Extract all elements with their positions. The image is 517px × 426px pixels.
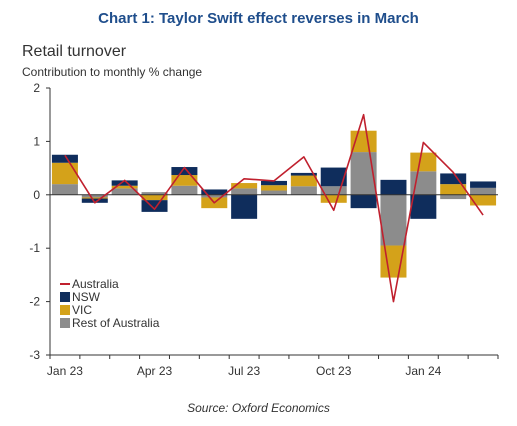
chart-subtitle: Retail turnover [22, 43, 127, 60]
legend-label: NSW [72, 290, 101, 304]
chart-source: Source: Oxford Economics [187, 401, 330, 415]
bar-segment-nsw [231, 194, 258, 219]
bar-segment-vic [440, 184, 467, 195]
legend-swatch-box [60, 292, 70, 302]
series-line-australia [64, 113, 484, 303]
bar-segment-rest-of-australia [380, 194, 407, 246]
bar-segment-vic [111, 185, 138, 189]
bar-segment-nsw [320, 167, 347, 187]
bar-segment-rest-of-australia [171, 185, 198, 195]
legend-label: Rest of Australia [72, 316, 160, 330]
bar-segment-rest-of-australia [470, 187, 497, 195]
bar-segment-nsw [440, 173, 467, 185]
bar-segment-vic [231, 183, 258, 189]
bar-segment-nsw [290, 172, 317, 176]
x-tick-label: Jul 23 [228, 364, 260, 378]
bar-segment-nsw [51, 154, 78, 163]
bar-segment-vic [470, 194, 497, 206]
x-tick-label: Jan 24 [405, 364, 441, 378]
x-tick-label: Apr 23 [137, 364, 173, 378]
bar-segment-nsw [141, 200, 168, 212]
bar-segment-nsw [201, 189, 228, 195]
bar-segment-rest-of-australia [201, 194, 228, 198]
bar-segment-nsw [111, 180, 138, 186]
bar-segment-rest-of-australia [261, 190, 287, 195]
bar-segment-rest-of-australia [290, 186, 317, 195]
bar-segment-rest-of-australia [440, 194, 467, 200]
bar-segment-nsw [171, 167, 198, 176]
bar-segment-rest-of-australia [141, 192, 168, 195]
y-tick-label: -3 [29, 348, 40, 362]
bar-segment-vic [410, 152, 437, 172]
bar-segment-nsw [470, 181, 497, 188]
bar-segment-nsw [410, 194, 437, 219]
bar-segment-rest-of-australia [81, 194, 108, 198]
y-tick-label: -1 [29, 241, 40, 255]
bar-segment-rest-of-australia [111, 188, 138, 195]
y-tick-label: 1 [33, 134, 40, 148]
y-tick-label: 2 [33, 81, 40, 95]
bar-segment-rest-of-australia [231, 188, 258, 195]
bar-segment-vic [141, 194, 168, 201]
x-tick-label: Jan 23 [47, 364, 83, 378]
bar-segment-vic [320, 194, 347, 203]
bar-segment-vic [51, 162, 78, 185]
bar-segment-nsw [350, 194, 377, 209]
bar-segment-nsw [81, 198, 108, 203]
x-tick-label: Oct 23 [316, 364, 352, 378]
bar-segment-rest-of-australia [51, 184, 78, 195]
bar-segment-rest-of-australia [320, 186, 347, 195]
legend-swatch-box [60, 318, 70, 328]
y-tick-label: 0 [33, 188, 40, 202]
y-axis-label: Contribution to monthly % change [22, 65, 203, 79]
bar-segment-vic [171, 175, 198, 186]
bar-segment-vic [261, 185, 287, 191]
chart-title: Chart 1: Taylor Swift effect reverses in… [98, 10, 419, 27]
bar-segment-nsw [380, 179, 407, 195]
legend-swatch-box [60, 305, 70, 315]
bar-segment-vic [81, 197, 108, 199]
y-tick-label: -2 [29, 295, 40, 309]
bar-segment-nsw [261, 180, 287, 186]
legend-label: VIC [72, 303, 92, 317]
bar-segment-vic [290, 175, 317, 187]
legend-label: Australia [72, 277, 119, 291]
